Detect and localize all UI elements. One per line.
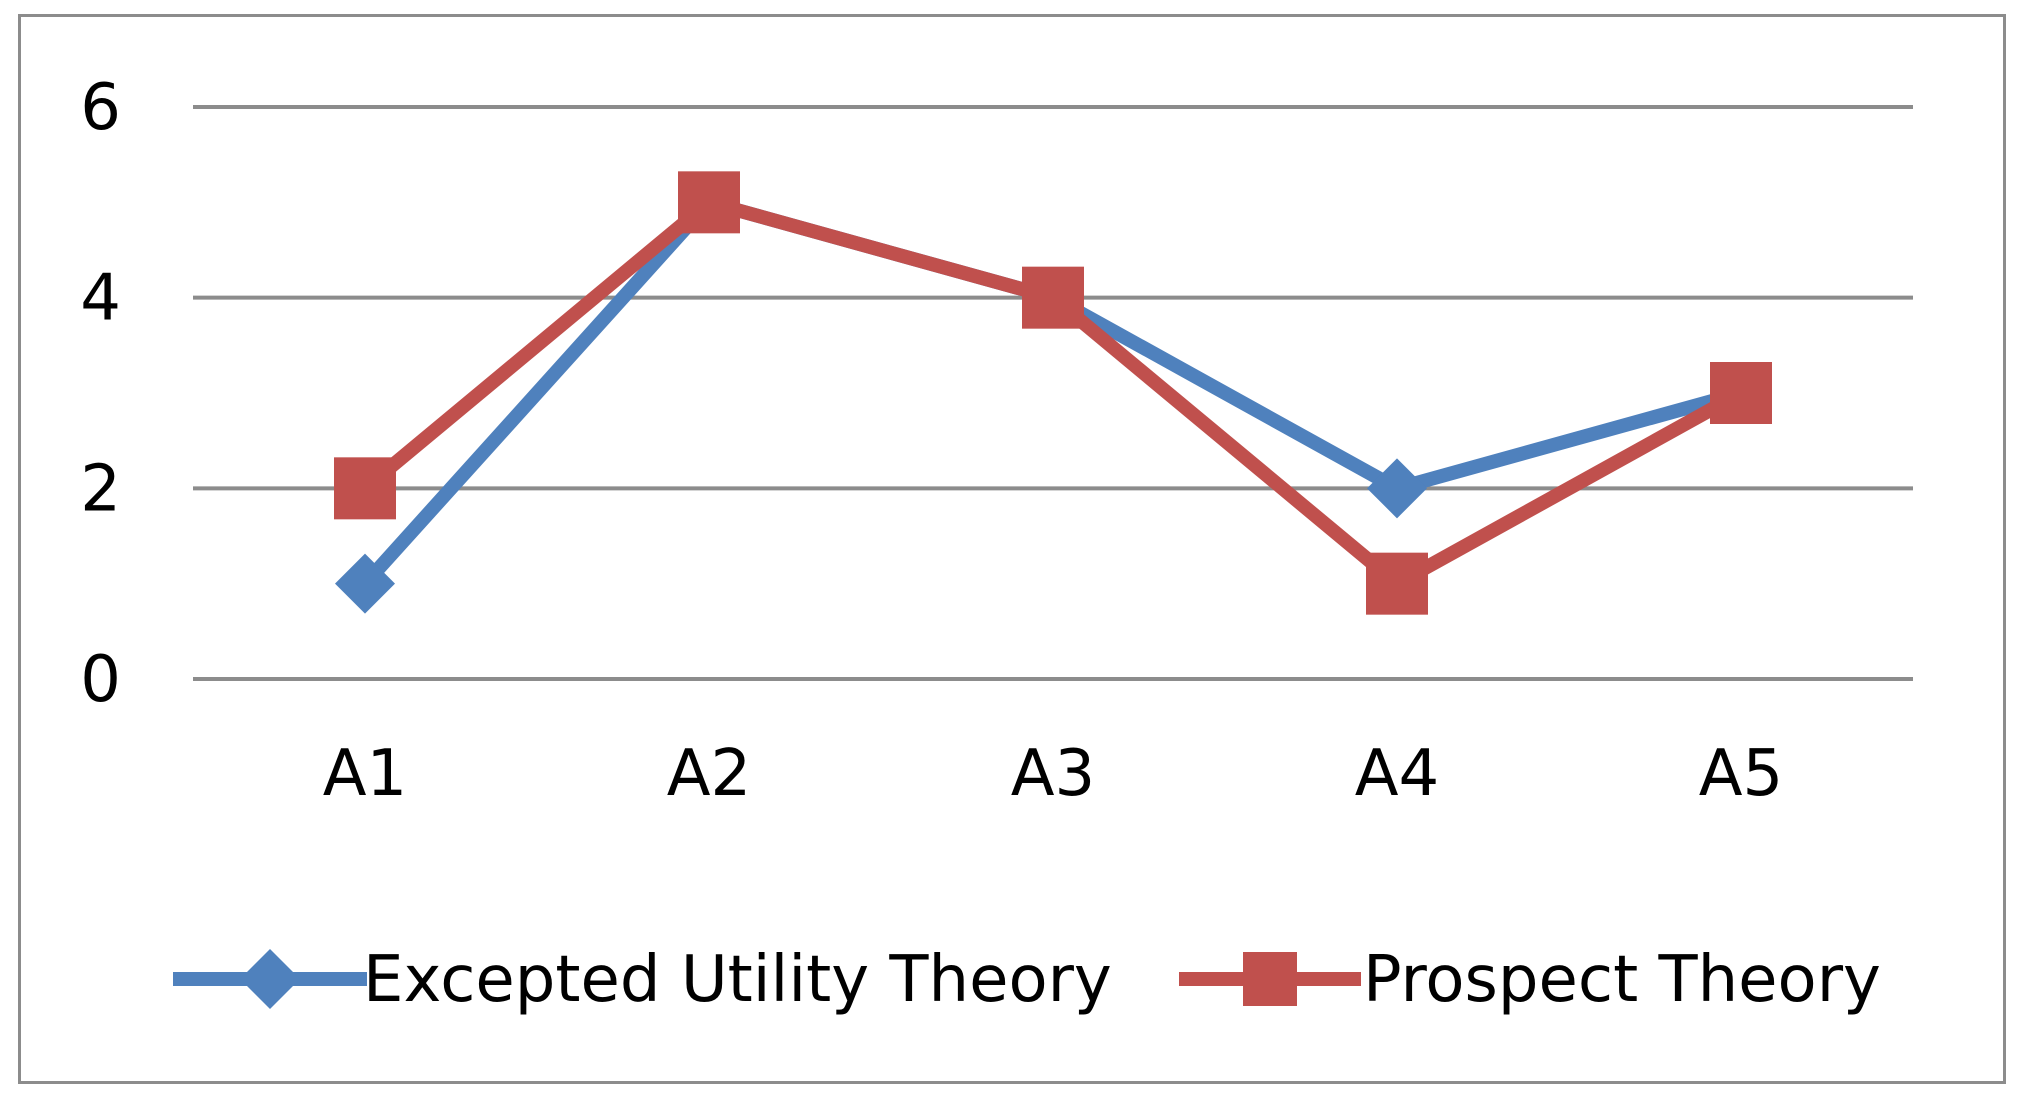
x-tick-label: A1 — [323, 737, 408, 811]
line-chart: 0 2 4 6 A1 A2 A3 A4 A5 Excepted Utility Theory P… — [80, 71, 1913, 1017]
data-point-diamond — [335, 553, 395, 614]
y-axis-ticks: 0 2 4 6 — [80, 71, 121, 717]
data-point-square — [1022, 266, 1084, 329]
data-point-square — [1366, 552, 1428, 615]
y-tick-label: 2 — [80, 452, 121, 526]
x-tick-label: A4 — [1355, 737, 1440, 811]
series-line — [359, 194, 1743, 589]
legend-label: Excepted Utility Theory — [363, 943, 1112, 1017]
legend: Excepted Utility Theory Prospect Theory — [173, 943, 1881, 1017]
legend-item-1: Excepted Utility Theory — [173, 943, 1112, 1017]
data-point-diamond — [1367, 458, 1427, 519]
series-1 — [335, 172, 1771, 614]
legend-item-2: Prospect Theory — [1179, 943, 1881, 1017]
legend-marker — [240, 949, 300, 1009]
gridlines — [193, 105, 1913, 681]
data-point-square — [334, 457, 396, 520]
x-tick-label: A5 — [1699, 737, 1784, 811]
legend-label: Prospect Theory — [1363, 943, 1881, 1017]
series-layer — [334, 171, 1772, 615]
y-tick-label: 4 — [80, 262, 121, 336]
x-tick-label: A2 — [667, 737, 752, 811]
series-2 — [334, 171, 1772, 615]
x-axis-ticks: A1 A2 A3 A4 A5 — [323, 737, 1784, 811]
data-point-square — [678, 171, 740, 234]
series-line — [360, 194, 1745, 593]
y-tick-label: 6 — [80, 71, 121, 145]
x-tick-label: A3 — [1011, 737, 1096, 811]
y-tick-label: 0 — [80, 643, 121, 717]
data-point-square — [1710, 362, 1772, 424]
legend-marker — [1243, 952, 1297, 1006]
chart-frame: 0 2 4 6 A1 A2 A3 A4 A5 Excepted Utility Theory P… — [18, 14, 2006, 1084]
